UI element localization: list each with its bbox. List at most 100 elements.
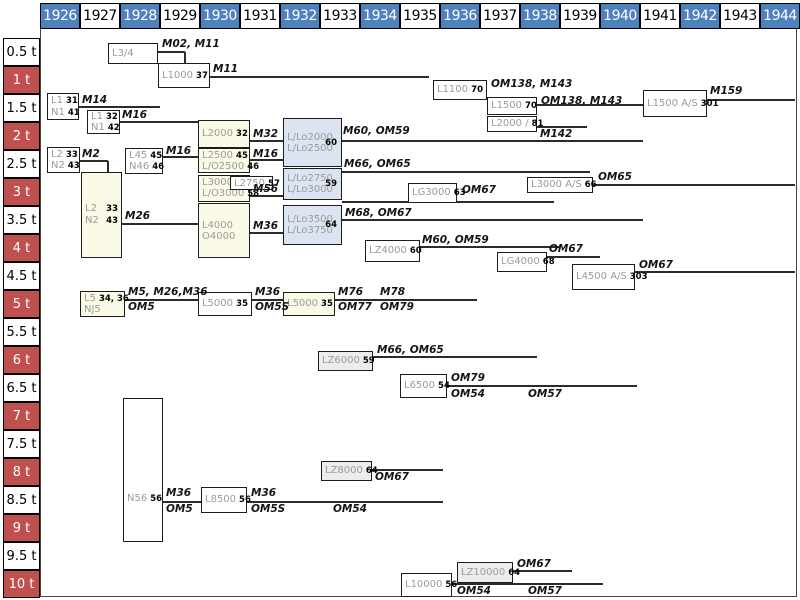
year-header-1944: 1944	[760, 3, 800, 29]
model-box-l2-n2-small: L2 33 N2 43	[47, 147, 80, 173]
model-box-row: L2750 57	[234, 178, 280, 189]
engine-label: M02, M11	[162, 38, 220, 50]
engine-label: OM54	[333, 503, 367, 515]
model-name: L1500 A/S	[647, 97, 698, 109]
engine-label: OM57	[528, 585, 562, 597]
tonnage-label-8t: 8 t	[3, 458, 40, 486]
production-line	[452, 583, 603, 585]
tonnage-label-1.5t: 1.5 t	[3, 94, 40, 122]
production-line	[342, 219, 643, 221]
model-name: L10000	[405, 579, 443, 590]
model-box-l5-nj5: L5 34, 36 NJ5	[80, 291, 129, 317]
model-ref-number: 54	[438, 381, 450, 391]
model-name: L45	[129, 150, 148, 161]
model-box-row: N2 43	[85, 215, 118, 227]
model-box-row: N46 46	[129, 161, 164, 172]
engine-label: OM67	[549, 243, 583, 255]
model-ref-number: 35	[236, 299, 248, 309]
model-box-row: N1 42	[91, 122, 120, 133]
tonnage-label-7t: 7 t	[3, 402, 40, 430]
model-name: L5000	[202, 298, 234, 309]
tonnage-label-3.5t: 3.5 t	[3, 206, 40, 234]
engine-label: OM67	[462, 184, 496, 196]
model-box-row: L/O2500 46	[202, 161, 259, 172]
model-name: L2	[51, 149, 63, 160]
model-name: N1	[51, 106, 65, 118]
tonnage-label-6t: 6 t	[3, 346, 40, 374]
tonnage-label-5t: 5 t	[3, 290, 40, 318]
model-ref-number: 64	[325, 220, 337, 230]
production-line	[250, 159, 283, 161]
model-ref-number: 35	[321, 299, 333, 309]
production-line	[547, 256, 600, 258]
engine-label: OM57	[528, 388, 562, 400]
model-ref-number: 58	[247, 189, 260, 199]
model-box-llo2000: L/Lo2000 L/Lo2500 60	[283, 118, 342, 167]
model-name: LG3000	[412, 187, 451, 198]
model-name: L2500	[202, 149, 234, 161]
engine-label: M16	[253, 148, 279, 160]
model-ref-number: 63	[453, 188, 466, 198]
model-ref-number: 43	[106, 216, 118, 226]
model-name: L1500	[491, 100, 523, 111]
model-box-row: NJ5	[84, 304, 121, 315]
year-header-1930: 1930	[200, 3, 240, 29]
model-ref-number: 68	[542, 257, 555, 267]
production-line	[80, 160, 108, 162]
model-ref-number: 45	[236, 150, 248, 161]
model-box-row: L/Lo3000	[287, 184, 338, 195]
tonnage-label-2.5t: 2.5 t	[3, 150, 40, 178]
engine-label: M36	[255, 286, 281, 298]
model-name: L2	[85, 203, 97, 214]
engine-label: OM79	[451, 372, 485, 384]
engine-label: OM67	[517, 558, 551, 570]
model-name: L/Lo3500	[287, 214, 333, 225]
model-name: LZ10000	[461, 566, 506, 578]
production-line	[537, 104, 643, 106]
engine-label: M68, OM67	[345, 207, 412, 219]
engine-label: M36	[251, 487, 277, 499]
engine-label: OM65	[598, 171, 632, 183]
year-header-1931: 1931	[240, 3, 280, 29]
model-box-row: LZ8000 64	[325, 465, 378, 477]
model-box-l4500-as: L4500 A/S 303	[572, 264, 648, 290]
engine-label: M60, OM59	[343, 125, 410, 137]
model-name: LZ6000	[322, 355, 360, 366]
model-name: L2000	[202, 128, 234, 139]
model-ref-number: 301	[700, 98, 719, 109]
model-box-lg3000: LG3000 63	[408, 183, 466, 203]
production-line	[447, 385, 637, 387]
year-header-1929: 1929	[160, 3, 200, 29]
model-box-n56: N56 56	[123, 398, 163, 542]
engine-label: OM67	[375, 471, 409, 483]
production-line	[125, 299, 198, 301]
model-box-l1100: L1100 70	[433, 80, 487, 100]
model-box-l5000-a: L5000 35	[198, 292, 252, 316]
production-line	[252, 299, 283, 301]
model-ref-number: 31	[65, 96, 78, 106]
engine-label: M56	[253, 183, 279, 195]
model-name: L/Lo2000	[287, 131, 333, 143]
model-box-l2000: L2000 32	[198, 120, 250, 148]
model-box-l3000-as: L3000 A/S 66	[527, 177, 597, 193]
model-ref-number: 43	[67, 161, 80, 171]
engine-label: M66, OM65	[344, 158, 411, 170]
production-line	[247, 501, 443, 503]
model-box-row: L2 33	[51, 149, 78, 160]
tonnage-label-0.5t: 0.5 t	[3, 38, 40, 66]
model-name: L1	[51, 95, 63, 106]
model-box-row: L/Lo3750	[287, 225, 338, 236]
model-box-l2750: L2750 57	[230, 176, 280, 190]
model-box-row: L3000 A/S 66	[531, 179, 597, 191]
model-name: L/Lo2750	[287, 173, 333, 184]
model-name: L6500	[404, 380, 436, 391]
tonnage-label-5.5t: 5.5 t	[3, 318, 40, 346]
tonnage-label-9t: 9 t	[3, 514, 40, 542]
model-name: L3000	[202, 177, 234, 188]
model-box-llo2750: L/Lo2750 L/Lo3000 59	[283, 168, 342, 200]
year-header-1933: 1933	[320, 3, 360, 29]
model-box-l4000: L4000 O4000	[198, 203, 250, 258]
model-name: L5000	[287, 298, 319, 309]
model-name: L5	[84, 293, 96, 304]
model-ref-number: 45	[150, 151, 163, 161]
